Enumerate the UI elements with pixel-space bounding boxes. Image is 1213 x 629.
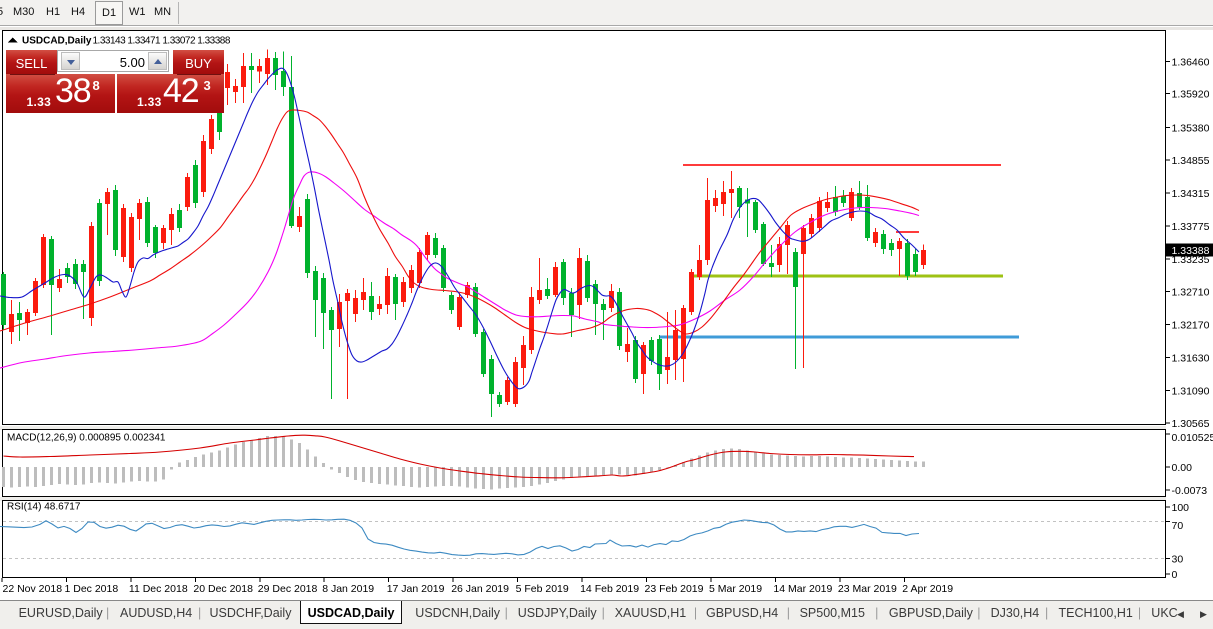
svg-text:1.30565: 1.30565 (1172, 418, 1210, 430)
svg-text:1.33143 1.33471 1.33072 1.3338: 1.33143 1.33471 1.33072 1.33388 (93, 36, 231, 47)
svg-text:100: 100 (1172, 502, 1190, 514)
svg-text:1.31090: 1.31090 (1172, 386, 1210, 398)
svg-text:20 Dec 2018: 20 Dec 2018 (193, 583, 253, 595)
svg-text:5 Mar 2019: 5 Mar 2019 (709, 583, 762, 595)
svg-text:1.33775: 1.33775 (1172, 221, 1210, 233)
svg-text:26 Jan 2019: 26 Jan 2019 (451, 583, 509, 595)
svg-text:1.34855: 1.34855 (1172, 155, 1210, 167)
svg-text:1 Dec 2018: 1 Dec 2018 (65, 583, 119, 595)
svg-text:1.34315: 1.34315 (1172, 188, 1210, 200)
svg-text:0: 0 (1172, 569, 1178, 581)
svg-text:1.35920: 1.35920 (1172, 89, 1210, 101)
svg-text:0.010525: 0.010525 (1172, 432, 1213, 444)
svg-text:1.33235: 1.33235 (1172, 254, 1210, 266)
svg-text:11 Dec 2018: 11 Dec 2018 (129, 583, 188, 595)
svg-text:5 Feb 2019: 5 Feb 2019 (516, 583, 569, 595)
svg-text:70: 70 (1172, 520, 1184, 532)
svg-text:1.33388: 1.33388 (1172, 245, 1210, 257)
svg-text:29 Dec 2018: 29 Dec 2018 (258, 583, 318, 595)
svg-text:-0.0073: -0.0073 (1172, 485, 1208, 497)
svg-text:1.35380: 1.35380 (1172, 123, 1210, 135)
svg-text:USDCAD,Daily: USDCAD,Daily (22, 36, 92, 47)
svg-text:23 Mar 2019: 23 Mar 2019 (838, 583, 897, 595)
svg-text:1.31630: 1.31630 (1172, 353, 1210, 365)
svg-text:23 Feb 2019: 23 Feb 2019 (645, 583, 704, 595)
svg-text:RSI(14) 48.6717: RSI(14) 48.6717 (7, 502, 81, 513)
svg-text:8 Jan 2019: 8 Jan 2019 (322, 583, 374, 595)
svg-text:2 Apr 2019: 2 Apr 2019 (902, 583, 953, 595)
svg-text:17 Jan 2019: 17 Jan 2019 (387, 583, 445, 595)
svg-text:0.00: 0.00 (1172, 462, 1193, 474)
svg-text:1.32170: 1.32170 (1172, 320, 1210, 332)
svg-text:1.32710: 1.32710 (1172, 286, 1210, 298)
svg-text:30: 30 (1172, 554, 1184, 566)
svg-text:14 Mar 2019: 14 Mar 2019 (773, 583, 832, 595)
svg-text:MACD(12,26,9) 0.000895 0.00234: MACD(12,26,9) 0.000895 0.002341 (7, 433, 166, 444)
svg-text:1.36460: 1.36460 (1172, 56, 1210, 68)
svg-text:22 Nov 2018: 22 Nov 2018 (3, 583, 63, 595)
svg-text:14 Feb 2019: 14 Feb 2019 (580, 583, 639, 595)
